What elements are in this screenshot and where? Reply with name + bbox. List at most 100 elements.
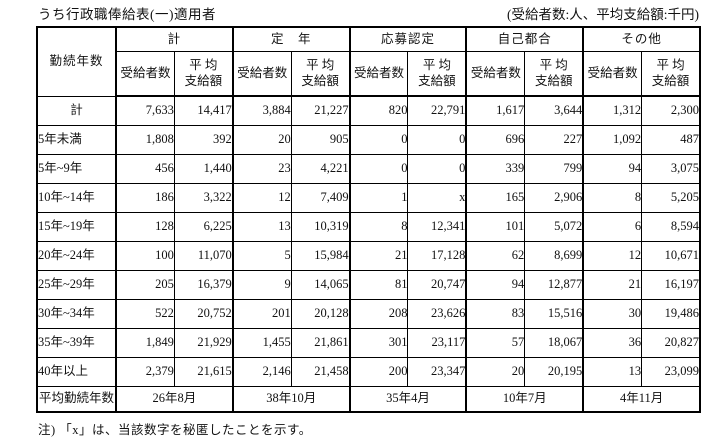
value-cell: 7,633 — [114, 95, 175, 126]
sub-header-average-line1: 平 均 — [422, 57, 451, 72]
table-row: 5年未満 1,808 392 20 905 0 0 696 227 1,092 487 — [36, 125, 701, 155]
table-row: 計 7,633 14,417 3,884 21,227 820 22,791 1,617 3,6… — [36, 95, 701, 126]
value-cell: 301 — [348, 328, 409, 358]
table-row: 5年~9年 456 1,440 23 4,221 0 0 339 799 94 3,075 — [36, 154, 701, 184]
value-cell: 7,409 — [290, 183, 351, 213]
table-row: 30年~34年 522 20,752 201 20,128 208 23,626 83 15,5… — [36, 299, 701, 329]
value-cell: 94 — [465, 270, 526, 300]
value-cell: 22,791 — [407, 95, 467, 126]
table-row: 10年~14年 186 3,322 12 7,409 1 x 165 2,906 8 5,205 — [36, 183, 701, 213]
group-header-total: 計 — [115, 26, 234, 52]
value-cell: 13 — [582, 357, 643, 387]
value-cell: 8 — [582, 183, 643, 213]
value-cell: 12 — [582, 241, 643, 271]
value-cell: 8,594 — [641, 212, 701, 242]
value-cell: 20,128 — [290, 299, 351, 329]
sub-header-average-line1: 平 均 — [656, 57, 685, 72]
value-cell: 3,075 — [641, 154, 701, 184]
sub-header-average-line2: 支給額 — [534, 73, 573, 88]
value-cell: 12 — [231, 183, 292, 213]
value-cell: 9 — [231, 270, 292, 300]
value-cell: 186 — [114, 183, 175, 213]
value-cell: 4,221 — [290, 154, 351, 184]
value-cell: 23,626 — [407, 299, 467, 329]
value-cell: 3,644 — [524, 95, 584, 126]
value-cell: 201 — [231, 299, 292, 329]
row-label: 5年~9年 — [36, 154, 117, 184]
average-value-cell: 38年10月 — [231, 386, 351, 413]
value-cell: 20 — [465, 357, 526, 387]
value-cell: 1,455 — [231, 328, 292, 358]
value-cell: 0 — [407, 154, 467, 184]
value-cell: 5,072 — [524, 212, 584, 242]
group-header-mandatory: 定 年 — [231, 26, 351, 52]
value-cell: 1,808 — [114, 125, 175, 155]
table-row: 40年以上 2,379 21,615 2,146 21,458 200 23,347 20 20… — [36, 357, 701, 387]
sub-header-row: 受給者数 平 均 支給額 受給者数 平 均 支給額 受給者数 平 均 支給額 受… — [37, 51, 701, 97]
row-label: 40年以上 — [36, 357, 117, 387]
row-label: 5年未満 — [36, 125, 117, 155]
value-cell: 23,117 — [407, 328, 467, 358]
table-row: 20年~24年 100 11,070 5 15,984 21 17,128 62 8,699 12… — [36, 241, 701, 271]
value-cell: 227 — [524, 125, 584, 155]
value-cell: 20,747 — [407, 270, 467, 300]
value-cell: 23,347 — [407, 357, 467, 387]
sub-header-average: 平 均 支給額 — [641, 51, 701, 97]
value-cell: 10,671 — [641, 241, 701, 271]
row-label: 30年~34年 — [36, 299, 117, 329]
unit-note: (受給者数:人、平均支給額:千円) — [507, 7, 699, 22]
group-header-personal: 自己都合 — [465, 26, 584, 52]
value-cell: 20 — [231, 125, 292, 155]
value-cell: 5 — [231, 241, 292, 271]
table-row: 35年~39年 1,849 21,929 1,455 21,861 301 23,117 57… — [36, 328, 701, 358]
value-cell: 21,861 — [290, 328, 351, 358]
value-cell: 3,884 — [231, 95, 292, 126]
value-cell: 16,379 — [173, 270, 234, 300]
sub-header-recipients: 受給者数 — [582, 51, 643, 97]
sub-header-average: 平 均 支給額 — [524, 51, 584, 97]
value-cell: 21,929 — [173, 328, 234, 358]
sub-header-average-line1: 平 均 — [306, 57, 335, 72]
row-label: 10年~14年 — [36, 183, 117, 213]
value-cell: 6 — [582, 212, 643, 242]
group-header-other: その他 — [582, 26, 701, 52]
value-cell: 799 — [524, 154, 584, 184]
value-cell: 456 — [114, 154, 175, 184]
value-cell: 81 — [348, 270, 409, 300]
sub-header-average-line1: 平 均 — [539, 57, 568, 72]
footnote: 注) 「x」は、当該数字を秘匿したことを示す。 — [38, 423, 312, 437]
value-cell: 5,205 — [641, 183, 701, 213]
value-cell: 205 — [114, 270, 175, 300]
value-cell: 2,906 — [524, 183, 584, 213]
value-cell: 57 — [465, 328, 526, 358]
value-cell: 0 — [348, 125, 409, 155]
value-cell: 21,615 — [173, 357, 234, 387]
table-body: 計 7,633 14,417 3,884 21,227 820 22,791 1,617 3,6… — [36, 95, 701, 413]
value-cell: 11,070 — [173, 241, 234, 271]
value-cell: 128 — [114, 212, 175, 242]
group-header-row: 勤続年数 計 定 年 応募認定 自己都合 その他 — [36, 26, 701, 97]
value-cell: 62 — [465, 241, 526, 271]
value-cell: 10,319 — [290, 212, 351, 242]
value-cell: 20,752 — [173, 299, 234, 329]
value-cell: 208 — [348, 299, 409, 329]
group-header-application: 応募認定 — [348, 26, 467, 52]
sub-header-average-line2: 支給額 — [651, 73, 690, 88]
row-label: 35年~39年 — [36, 328, 117, 358]
value-cell: 1,092 — [582, 125, 643, 155]
row-label: 25年~29年 — [36, 270, 117, 300]
value-cell: 8,699 — [524, 241, 584, 271]
sub-header-average: 平 均 支給額 — [173, 51, 234, 97]
value-cell: 16,197 — [641, 270, 701, 300]
value-cell: 2,300 — [641, 95, 701, 126]
value-cell: 21 — [348, 241, 409, 271]
value-cell: 0 — [407, 125, 467, 155]
salary-table: 勤続年数 計 定 年 応募認定 自己都合 その他 受給者数 平 均 支給額 受給… — [36, 26, 701, 413]
sub-header-recipients: 受給者数 — [465, 51, 526, 97]
value-cell: 12,877 — [524, 270, 584, 300]
value-cell: 15,516 — [524, 299, 584, 329]
value-cell: 100 — [114, 241, 175, 271]
value-cell: 0 — [348, 154, 409, 184]
sub-header-average: 平 均 支給額 — [290, 51, 351, 97]
